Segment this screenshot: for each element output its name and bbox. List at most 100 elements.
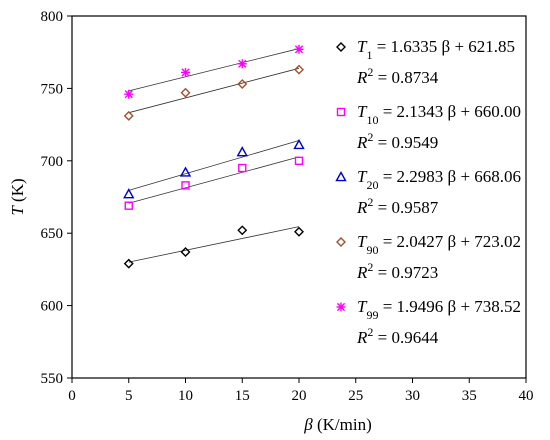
legend-r2-symbol: R bbox=[356, 68, 368, 87]
legend-entry-t10: T10 = 2.1343 β + 660.00 R2 = 0.9549 bbox=[336, 102, 521, 152]
point-t99 bbox=[181, 67, 190, 77]
fit-line-t99 bbox=[128, 48, 300, 92]
legend-equation-text: = 2.2983 β + 668.06 bbox=[378, 167, 521, 186]
asterisk-stroke bbox=[181, 68, 190, 77]
point-t99 bbox=[124, 89, 134, 99]
legend-r2-symbol: R bbox=[356, 133, 368, 152]
legend-equation-text: = 1.9496 β + 738.52 bbox=[378, 297, 521, 316]
legend-symbol: T bbox=[357, 102, 368, 121]
point-t10 bbox=[181, 181, 190, 190]
y-axis-symbol: T bbox=[8, 205, 27, 216]
legend-equation: T90 = 2.0427 β + 723.02 bbox=[357, 232, 521, 257]
legend-equation: T20 = 2.2983 β + 668.06 bbox=[357, 167, 521, 192]
fit-line-t10 bbox=[128, 156, 300, 204]
legend-marker bbox=[336, 302, 346, 312]
legend-r2-exponent: 2 bbox=[367, 130, 373, 144]
axes: 0 5 10 15 20 25 30 35 40 550 600 650 700 750 800 β (K/m… bbox=[8, 9, 534, 434]
legend-marker bbox=[336, 237, 346, 247]
legend-r2-symbol: R bbox=[356, 263, 368, 282]
fit-line-t1 bbox=[128, 226, 300, 263]
legend-entry-t20: T20 = 2.2983 β + 668.06 R2 = 0.9587 bbox=[335, 167, 521, 217]
x-axis-symbol: β bbox=[303, 415, 313, 434]
legend-entry-t90: T90 = 2.0427 β + 723.02 R2 = 0.9723 bbox=[336, 232, 521, 282]
legend-marker bbox=[336, 42, 346, 52]
x-axis-title: β (K/min) bbox=[303, 415, 372, 434]
legend-equation-text: = 1.6335 β + 621.85 bbox=[372, 37, 515, 56]
legend-r2-value: = 0.9587 bbox=[373, 198, 438, 217]
plot-area-frame bbox=[71, 15, 527, 379]
point-t10 bbox=[238, 163, 247, 173]
fit-line-t90 bbox=[128, 67, 300, 114]
legend-r2-exponent: 2 bbox=[367, 65, 373, 79]
legend-symbol: T bbox=[357, 167, 368, 186]
point-t10 bbox=[294, 156, 304, 166]
point-t20 bbox=[236, 146, 248, 157]
point-t90 bbox=[123, 110, 134, 121]
legend-entry-t99: T99 = 1.9496 β + 738.52 R2 = 0.9644 bbox=[336, 297, 521, 347]
x-tick-label: 25 bbox=[348, 388, 363, 404]
point-t90 bbox=[237, 79, 248, 90]
legend-symbol: T bbox=[357, 297, 368, 316]
legend-equation: T99 = 1.9496 β + 738.52 bbox=[357, 297, 521, 322]
point-t1 bbox=[123, 258, 134, 269]
legend-r2-value: = 0.9644 bbox=[373, 328, 438, 347]
point-t1 bbox=[294, 226, 304, 237]
asterisk-stroke bbox=[124, 90, 133, 99]
legend-r2: R2 = 0.9644 bbox=[356, 325, 439, 347]
x-tick-label: 35 bbox=[462, 388, 477, 404]
y-tick-label: 600 bbox=[41, 299, 64, 315]
point-t99 bbox=[294, 44, 304, 54]
point-t90 bbox=[294, 64, 304, 75]
legend-r2: R2 = 0.9587 bbox=[356, 195, 439, 217]
y-tick-label: 650 bbox=[41, 226, 64, 242]
legend-r2-value: = 0.9723 bbox=[373, 263, 438, 282]
asterisk-stroke bbox=[294, 45, 304, 54]
x-tick-label: 20 bbox=[292, 388, 307, 404]
legend-r2-exponent: 2 bbox=[367, 325, 373, 339]
asterisk-stroke bbox=[336, 302, 346, 312]
point-t10 bbox=[124, 201, 133, 210]
data-points bbox=[123, 44, 305, 269]
x-tick-label: 40 bbox=[519, 388, 534, 404]
y-axis-title: T (K) bbox=[8, 178, 27, 215]
legend-r2: R2 = 0.9723 bbox=[356, 260, 438, 282]
point-t1 bbox=[237, 225, 248, 236]
y-tick-label: 750 bbox=[41, 81, 64, 97]
legend-subscript: 99 bbox=[366, 308, 378, 322]
legend-equation: T1 = 1.6335 β + 621.85 bbox=[357, 37, 515, 62]
legend-r2-symbol: R bbox=[356, 328, 368, 347]
point-t20 bbox=[179, 166, 192, 177]
point-t20 bbox=[123, 188, 135, 199]
point-t1 bbox=[180, 247, 191, 258]
legend-r2: R2 = 0.9549 bbox=[356, 130, 438, 152]
legend-subscript: 10 bbox=[366, 113, 378, 127]
legend-equation-text: = 2.0427 β + 723.02 bbox=[378, 232, 521, 251]
legend-symbol: T bbox=[357, 37, 368, 56]
y-tick-label: 550 bbox=[41, 371, 64, 387]
legend-equation: T10 = 2.1343 β + 660.00 bbox=[357, 102, 521, 127]
x-tick-label: 10 bbox=[178, 388, 193, 404]
legend-subscript: 1 bbox=[366, 48, 372, 62]
legend-r2-value: = 0.8734 bbox=[373, 68, 438, 87]
y-tick-label: 800 bbox=[41, 9, 64, 25]
point-t99 bbox=[237, 59, 247, 69]
y-tick-label: 700 bbox=[41, 154, 64, 170]
legend-subscript: 90 bbox=[366, 243, 378, 257]
point-t90 bbox=[180, 87, 191, 98]
legend-marker bbox=[336, 107, 346, 117]
legend-marker bbox=[335, 171, 347, 182]
fit-lines bbox=[128, 48, 300, 263]
legend-r2-value: = 0.9549 bbox=[373, 133, 438, 152]
point-t20 bbox=[293, 138, 305, 150]
legend-symbol: T bbox=[357, 232, 368, 251]
legend-r2: R2 = 0.8734 bbox=[356, 65, 439, 87]
legend-subscript: 20 bbox=[366, 178, 378, 192]
legend-r2-exponent: 2 bbox=[367, 260, 373, 274]
x-tick-label: 5 bbox=[125, 388, 133, 404]
x-tick-label: 30 bbox=[405, 388, 420, 404]
x-tick-label: 15 bbox=[235, 388, 250, 404]
fit-line-t20 bbox=[128, 140, 300, 191]
